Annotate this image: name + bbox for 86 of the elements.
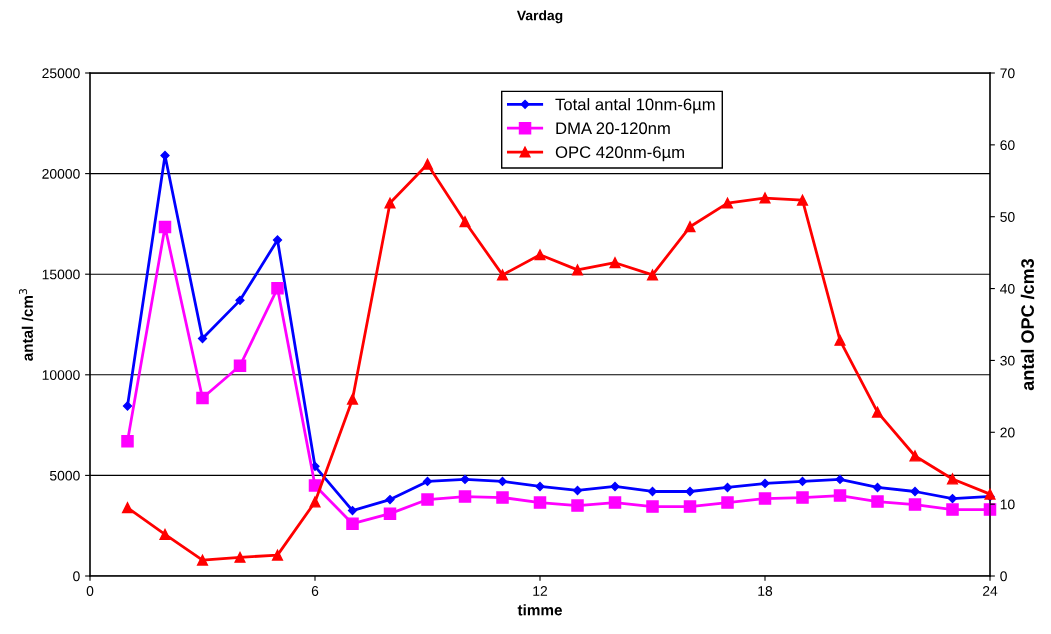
point [347, 505, 358, 516]
point [796, 194, 809, 206]
y-tick-label: 20000 [42, 168, 80, 179]
x-axis-title: timme [517, 604, 562, 616]
y-tick-label: 10000 [42, 370, 80, 380]
y2-tick-label: 50 [1000, 212, 1015, 222]
point [158, 220, 172, 234]
point [683, 500, 697, 513]
y2-axis-title: antal OPC /cm3 [1020, 258, 1035, 391]
point [496, 491, 509, 504]
legend-label: OPC 420nm-6µm [555, 146, 684, 162]
point [758, 492, 772, 505]
point [796, 491, 809, 504]
y2-tick-label: 0 [1000, 571, 1007, 582]
point [235, 295, 245, 305]
point [684, 221, 696, 233]
point [121, 434, 134, 448]
point [610, 481, 620, 492]
point [196, 391, 209, 405]
point [571, 499, 584, 512]
point [346, 517, 359, 530]
y-tick-label: 0 [73, 571, 80, 582]
y2-tick-label: 20 [1000, 427, 1015, 438]
legend-label: DMA 20-120nm [556, 122, 670, 135]
y2-tick-label: 30 [1000, 355, 1015, 366]
point [383, 507, 397, 520]
point [459, 216, 471, 228]
y-tick-label: 25000 [42, 68, 80, 79]
point [496, 269, 509, 281]
x-tick-label: 24 [982, 586, 998, 596]
point [422, 476, 433, 487]
point [946, 503, 959, 516]
point [535, 481, 545, 492]
x-tick-label: 18 [758, 586, 773, 596]
point [460, 474, 470, 485]
x-tick-label: 12 [533, 586, 548, 596]
point [910, 486, 920, 497]
point [797, 476, 808, 487]
point [721, 496, 734, 509]
point [646, 269, 659, 281]
point [608, 496, 622, 509]
y2-tick-label: 60 [1000, 140, 1015, 151]
point [271, 549, 284, 561]
point [760, 478, 770, 489]
point [458, 490, 472, 503]
legend-label: Total antal 10nm-6µm [555, 98, 715, 114]
point [196, 554, 209, 566]
y2-tick-label: 10 [1000, 499, 1015, 510]
point [833, 489, 847, 502]
point [946, 473, 959, 485]
point [835, 474, 845, 485]
point [385, 494, 395, 505]
x-tick-label: 0 [86, 586, 94, 596]
point [309, 496, 321, 508]
point [909, 450, 921, 462]
point [122, 401, 133, 411]
chart-title: Vardag [516, 10, 563, 24]
point [233, 359, 247, 372]
point [534, 249, 546, 261]
point [871, 495, 884, 508]
point [721, 197, 734, 209]
point [834, 334, 846, 346]
point [421, 158, 434, 170]
point [272, 235, 283, 245]
point [759, 192, 771, 204]
point [533, 496, 547, 509]
point [871, 406, 884, 418]
y-tick-label: 5000 [49, 470, 80, 481]
point [271, 282, 284, 295]
point [159, 528, 171, 540]
point [685, 486, 695, 497]
point [497, 476, 508, 487]
y-axis-title: antal /cm$^{3}$ [19, 289, 34, 361]
y2-tick-label: 40 [1000, 283, 1015, 294]
x-tick-label: 6 [311, 586, 319, 596]
point [121, 502, 134, 514]
y-tick-label: 15000 [42, 269, 80, 280]
point [421, 493, 434, 506]
point [646, 500, 659, 513]
point [234, 551, 246, 563]
point [571, 264, 584, 276]
point [384, 197, 396, 209]
point [908, 498, 922, 511]
point [609, 257, 621, 269]
point [346, 393, 359, 405]
y2-tick-label: 70 [1000, 68, 1015, 79]
